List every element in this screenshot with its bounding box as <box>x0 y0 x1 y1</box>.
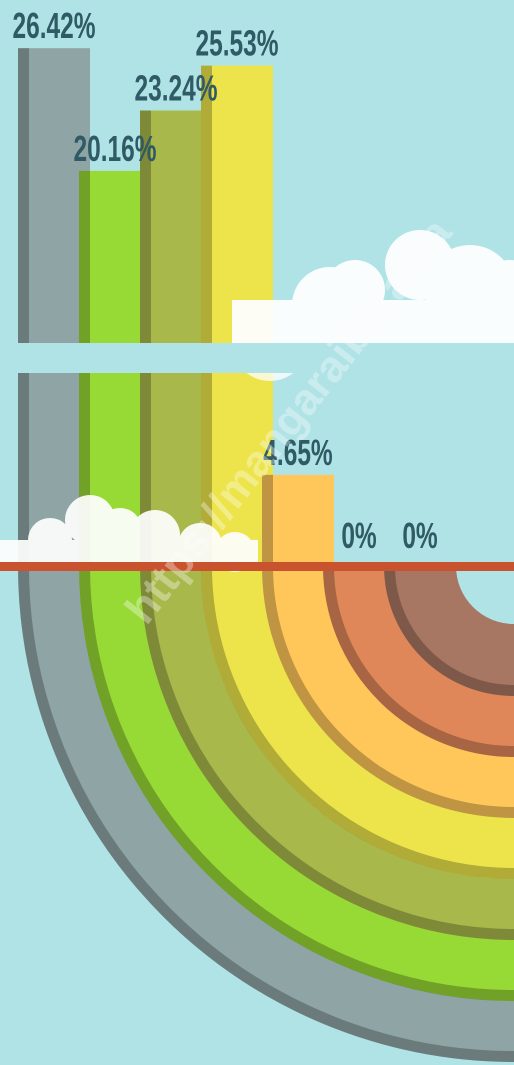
bar-group <box>140 110 212 566</box>
cloud-bottom <box>0 495 258 572</box>
cloud-cut <box>0 343 514 373</box>
bar <box>140 110 212 566</box>
bar <box>262 474 334 566</box>
cloud-top <box>232 230 514 381</box>
arc-shadow <box>79 565 514 1001</box>
bar <box>18 48 90 567</box>
arc-shadow <box>18 565 514 1062</box>
value-label: 26.42% <box>13 5 96 46</box>
arc-shadow <box>323 565 514 757</box>
labels: 26.42% 20.16% 23.24%25.53% 4.65% 0% 0% <box>13 5 438 556</box>
bar-group <box>262 474 334 566</box>
value-label: 0% <box>402 515 437 556</box>
bar-shadow <box>201 65 212 566</box>
value-label: 23.24% <box>135 68 218 109</box>
arc-band <box>79 566 514 1001</box>
value-label: 0% <box>341 515 376 556</box>
bar-shadow <box>18 48 29 567</box>
arcs <box>18 565 514 1062</box>
bar-shadow <box>262 474 273 566</box>
arc-band <box>384 566 514 696</box>
arc-band <box>18 566 514 1062</box>
arc-shadow <box>384 565 514 696</box>
value-label: 4.65% <box>263 432 332 473</box>
baseline <box>0 562 514 571</box>
arc-shadow <box>140 565 514 940</box>
bar-group <box>18 48 90 567</box>
bar-shadow <box>140 110 151 566</box>
value-label: 20.16% <box>74 128 157 169</box>
arc-band <box>323 566 514 757</box>
arc-band <box>140 566 514 940</box>
arc-band <box>262 566 514 818</box>
arc-shadow <box>262 565 514 818</box>
arc-shadow <box>201 565 514 879</box>
value-label: 25.53% <box>196 23 279 64</box>
